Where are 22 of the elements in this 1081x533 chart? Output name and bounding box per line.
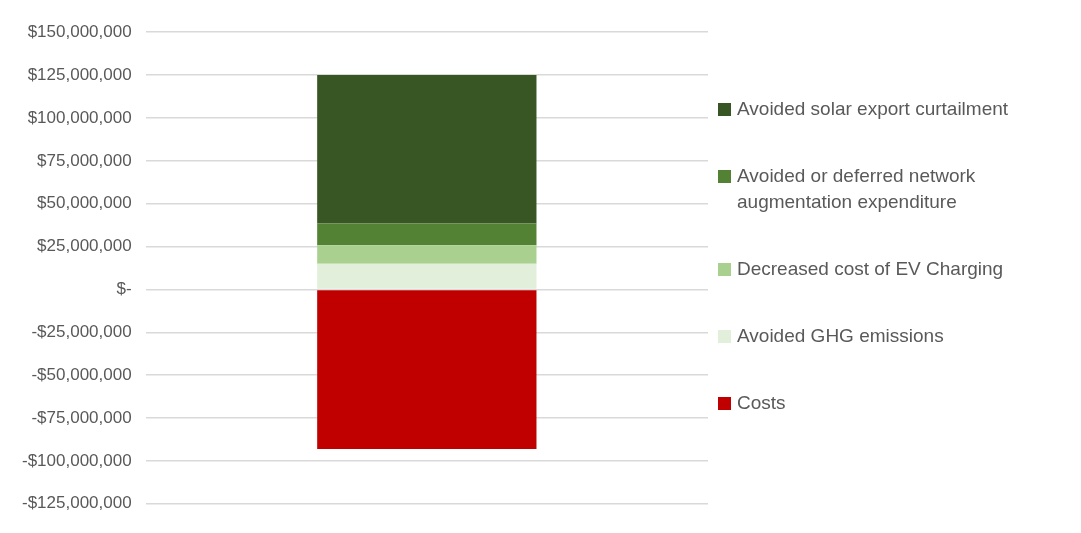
y-tick-label: $- (116, 279, 132, 299)
bar (317, 290, 537, 449)
y-tick-label: -$25,000,000 (31, 322, 132, 341)
y-tick-label: $100,000,000 (27, 107, 132, 127)
legend-label: Avoided GHG emissions (737, 324, 945, 348)
y-tick-label: $125,000,000 (27, 64, 132, 84)
legend-label: Avoided solar export curtailment (737, 97, 1010, 121)
bar (317, 245, 537, 264)
y-tick-label: $150,000,000 (27, 21, 132, 41)
y-tick-label: -$125,000,000 (22, 493, 132, 513)
legend-label: Costs (737, 391, 787, 415)
bar (317, 263, 537, 289)
legend-label: Decreased cost of EV Charging (737, 257, 1005, 281)
legend-label: Avoided or deferred network augmentation expenditure (737, 164, 977, 214)
y-tick-label: $50,000,000 (37, 193, 132, 213)
y-tick-label: -$100,000,000 (22, 450, 132, 470)
y-tick-label: $25,000,000 (37, 236, 132, 256)
y-tick-label: $75,000,000 (37, 150, 132, 170)
y-tick-label: -$75,000,000 (31, 407, 132, 427)
bar (317, 223, 537, 246)
bar (317, 75, 537, 224)
y-tick-label: -$50,000,000 (31, 364, 132, 384)
